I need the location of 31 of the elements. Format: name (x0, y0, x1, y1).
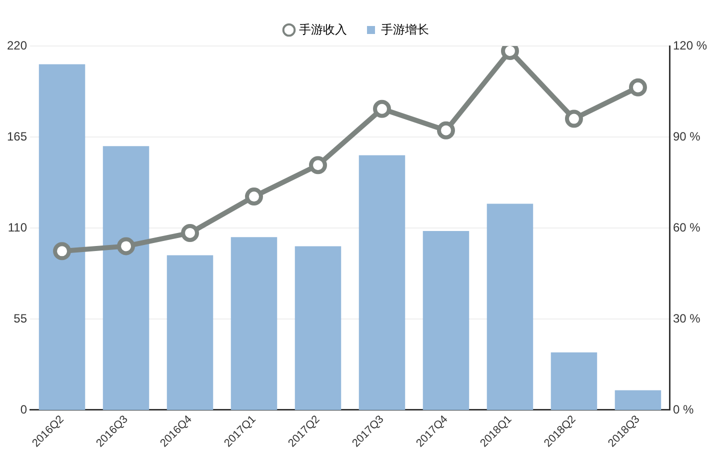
point (245, 188, 264, 206)
point (309, 156, 327, 174)
point (564, 110, 583, 128)
legend-label: 手游收入 (299, 22, 347, 36)
bar (422, 231, 470, 410)
point (436, 121, 455, 140)
bar (358, 155, 406, 410)
bar (614, 390, 662, 410)
y-tick-label: 220 (6, 38, 28, 52)
point (117, 237, 136, 256)
y2-tick-label: 30 % (672, 311, 701, 326)
bar (230, 237, 278, 410)
bar (166, 255, 214, 410)
point (372, 100, 391, 118)
bar (294, 246, 342, 410)
y2-tick-label: 60 % (672, 220, 701, 234)
bar (550, 352, 598, 410)
y2-tick-label: 90 % (672, 129, 701, 144)
point (53, 242, 72, 260)
bar (38, 64, 86, 410)
y-tick-label: 165 (6, 129, 28, 144)
point (181, 224, 200, 242)
legend-label: 手游增长 (381, 22, 429, 36)
y2-tick-label: 120 % (672, 38, 708, 52)
y-tick-label: 55 (14, 311, 28, 326)
y2-tick-label: 0 % (672, 402, 694, 416)
y-tick-label: 0 (20, 402, 28, 416)
bar (486, 204, 534, 410)
point (628, 78, 647, 96)
y-tick-label: 110 (8, 220, 28, 234)
bar (102, 146, 150, 410)
